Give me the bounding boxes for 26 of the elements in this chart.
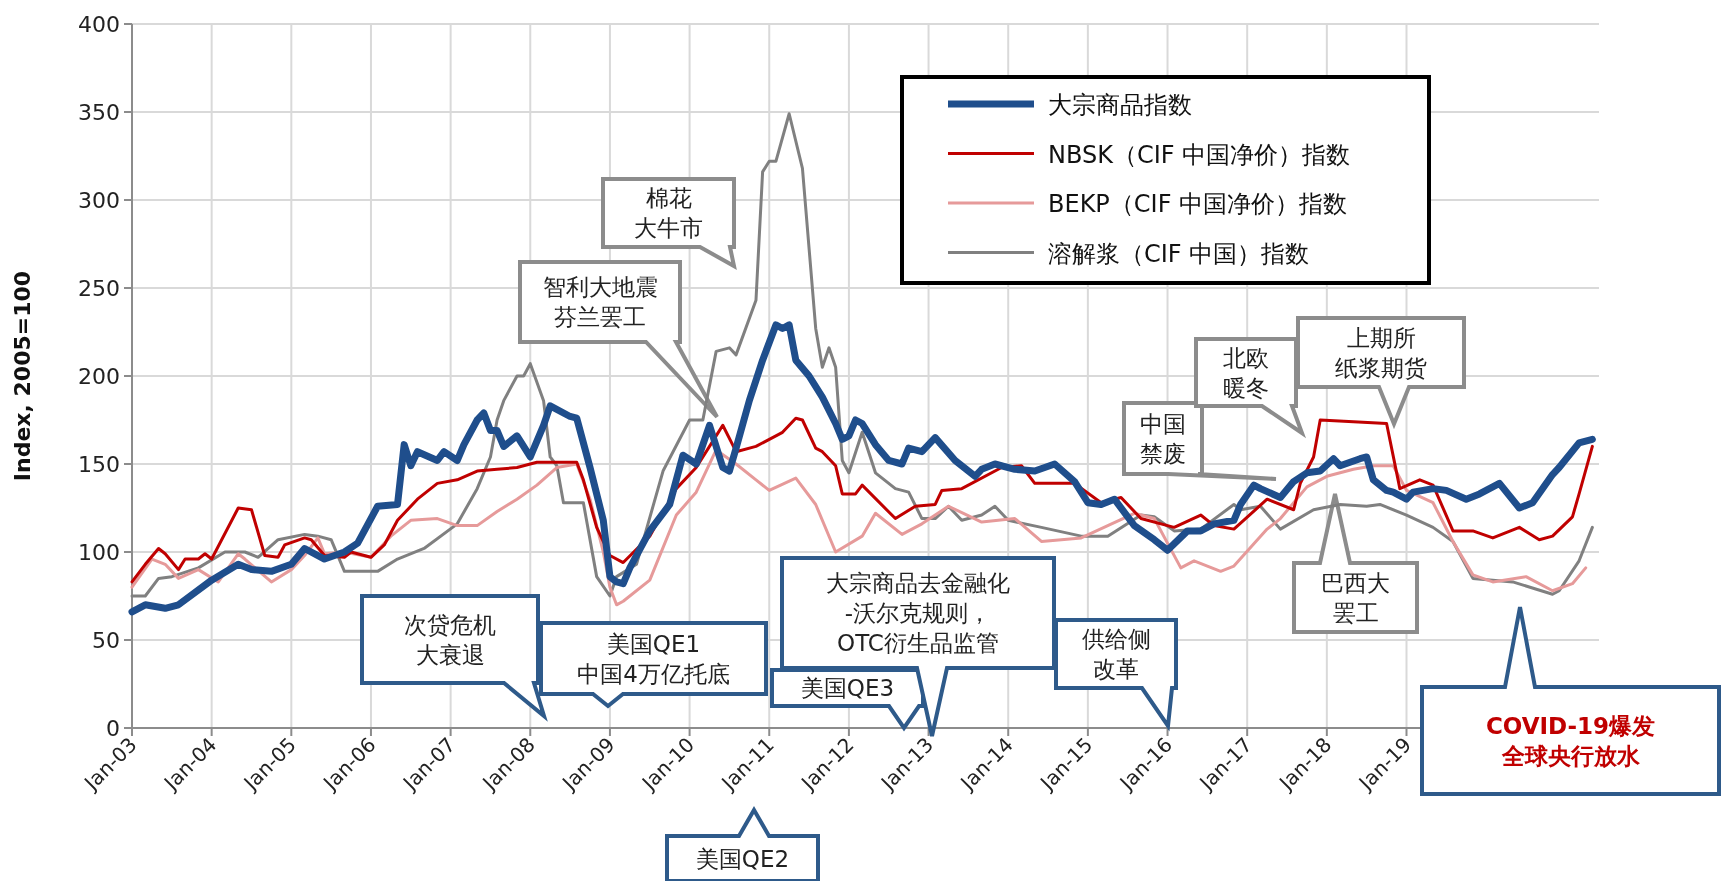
- annotation: 上期所纸浆期货: [1335, 324, 1427, 381]
- annotation: 大宗商品去金融化-沃尔克规则，OTC衍生品监管: [826, 570, 1010, 657]
- legend-label: 大宗商品指数: [1048, 91, 1192, 119]
- annotation: 智利大地震芬兰罢工: [542, 274, 658, 331]
- annotation: 中国禁废: [1140, 410, 1186, 467]
- y-axis-title: Index, 2005=100: [10, 270, 35, 482]
- y-tick-label: 0: [106, 716, 120, 741]
- annotation: 次贷危机大衰退: [404, 611, 496, 668]
- y-tick-label: 200: [78, 364, 120, 389]
- annotation: COVID-19爆发全球央行放水: [1485, 712, 1656, 769]
- annotation: 供给侧改革: [1081, 626, 1151, 683]
- y-tick-label: 400: [78, 12, 120, 37]
- y-tick-label: 150: [78, 452, 120, 477]
- y-tick-label: 250: [78, 276, 120, 301]
- annotation: 北欧暖冬: [1223, 344, 1269, 401]
- legend-label: 溶解浆（CIF 中国）指数: [1048, 239, 1310, 268]
- y-tick-label: 350: [78, 100, 120, 125]
- y-tick-label: 100: [78, 540, 120, 565]
- legend-label: NBSK（CIF 中国净价）指数: [1048, 140, 1351, 169]
- annotation: 美国QE3: [800, 675, 895, 702]
- legend-label: BEKP（CIF 中国净价）指数: [1048, 190, 1348, 218]
- annotation: 巴西大罢工: [1321, 569, 1390, 626]
- y-tick-label: 50: [92, 628, 120, 653]
- y-tick-label: 300: [78, 188, 120, 213]
- annotation: 美国QE1中国4万亿托底: [577, 630, 730, 687]
- annotation: 棉花大牛市: [634, 185, 703, 242]
